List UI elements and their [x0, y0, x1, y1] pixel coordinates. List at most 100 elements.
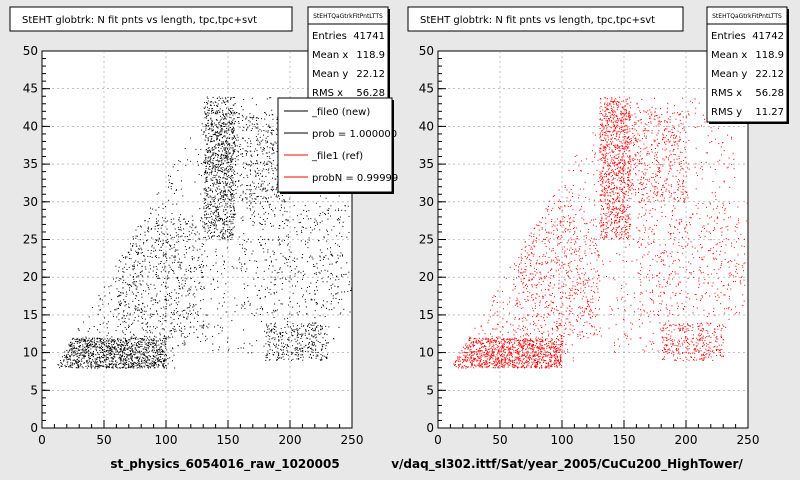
scatter-point [205, 170, 207, 172]
scatter-point [97, 329, 98, 331]
scatter-point [224, 190, 226, 192]
scatter-point [120, 343, 122, 345]
scatter-point [229, 205, 231, 206]
scatter-point [227, 237, 229, 238]
scatter-point [246, 241, 248, 243]
scatter-point [235, 213, 237, 215]
scatter-point [169, 337, 171, 339]
scatter-point [134, 357, 136, 359]
scatter-point [129, 289, 130, 291]
scatter-point [232, 219, 234, 221]
scatter-point [186, 236, 188, 237]
scatter-point [193, 247, 195, 249]
scatter-point [327, 248, 328, 250]
scatter-point [264, 161, 265, 163]
scatter-point [70, 344, 72, 346]
scatter-point [137, 275, 139, 277]
scatter-point [89, 357, 91, 359]
scatter-point [286, 332, 288, 334]
scatter-point [142, 260, 144, 262]
scatter-point [266, 146, 268, 148]
scatter-point [261, 180, 263, 182]
scatter-point [228, 176, 230, 178]
scatter-point [148, 271, 150, 273]
scatter-point [220, 191, 222, 193]
scatter-point [270, 97, 272, 99]
scatter-point [216, 209, 218, 211]
scatter-point [325, 325, 327, 327]
scatter-point [113, 278, 114, 280]
scatter-point [107, 346, 109, 348]
scatter-point [226, 129, 228, 131]
scatter-point [134, 347, 136, 349]
scatter-point [152, 360, 154, 362]
scatter-point [85, 350, 87, 352]
scatter-point [296, 328, 298, 330]
scatter-point [128, 364, 130, 366]
scatter-point [227, 100, 229, 101]
scatter-point [227, 153, 229, 155]
scatter-point [128, 361, 130, 362]
scatter-point [197, 161, 199, 163]
legend-label: _file1 (ref) [311, 151, 363, 162]
scatter-point [264, 164, 266, 166]
scatter-point [265, 336, 267, 338]
scatter-point [145, 310, 147, 312]
scatter-point [317, 341, 319, 342]
scatter-point [109, 292, 111, 294]
scatter-point [282, 356, 284, 358]
scatter-point [159, 347, 161, 349]
scatter-point [289, 275, 291, 277]
scatter-point [148, 288, 150, 290]
scatter-point [118, 344, 120, 346]
scatter-point [263, 130, 265, 132]
scatter-point [170, 316, 172, 318]
scatter-point [243, 166, 244, 168]
scatter-point [275, 189, 277, 191]
scatter-point [107, 303, 109, 305]
scatter-point [154, 345, 156, 346]
scatter-point [319, 334, 321, 336]
scatter-point [329, 263, 331, 265]
scatter-point [215, 113, 217, 115]
scatter-point [234, 210, 235, 212]
scatter-point [312, 341, 314, 343]
scatter-point [137, 338, 139, 340]
scatter-point [217, 127, 219, 129]
scatter-point [133, 281, 135, 283]
scatter-point [164, 278, 166, 279]
scatter-point [282, 331, 284, 333]
scatter-point [69, 348, 71, 350]
scatter-point [240, 173, 242, 175]
scatter-point [223, 176, 225, 178]
scatter-point [213, 184, 214, 186]
scatter-point [183, 316, 185, 318]
scatter-point [132, 363, 134, 364]
scatter-point [219, 121, 221, 123]
scatter-point [211, 198, 213, 200]
scatter-point [250, 189, 252, 190]
scatter-point [138, 346, 140, 348]
scatter-point [255, 104, 257, 106]
scatter-point [82, 346, 84, 348]
scatter-point [212, 166, 214, 168]
scatter-point [211, 235, 213, 237]
scatter-point [98, 364, 100, 366]
scatter-point [108, 343, 110, 345]
scatter-point [195, 234, 197, 236]
scatter-point [270, 323, 272, 325]
scatter-point [243, 127, 245, 128]
scatter-point [223, 123, 225, 125]
scatter-point [176, 189, 177, 191]
scatter-point [212, 109, 214, 111]
scatter-point [270, 260, 272, 262]
scatter-point [143, 362, 145, 364]
scatter-point [133, 278, 135, 280]
scatter-point [321, 278, 323, 280]
scatter-point [260, 185, 262, 187]
scatter-point [272, 173, 274, 175]
scatter-point [222, 142, 224, 144]
scatter-point [141, 344, 143, 346]
scatter-point [163, 360, 164, 362]
scatter-point [139, 280, 141, 282]
